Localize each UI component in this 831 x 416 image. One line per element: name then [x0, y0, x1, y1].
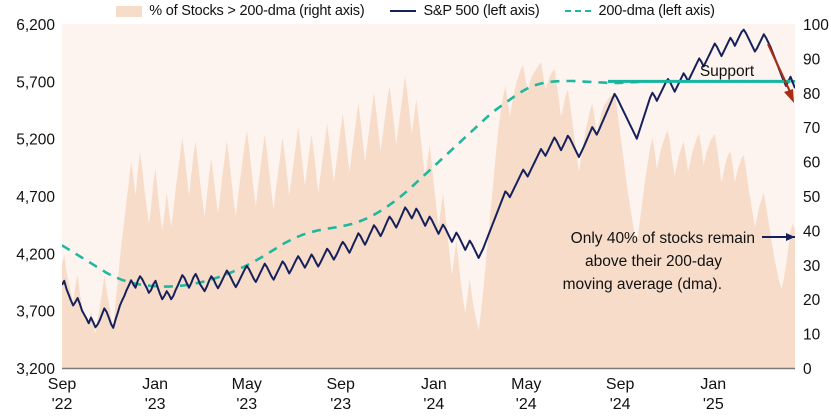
line-swatch-icon	[390, 10, 417, 12]
legend-item-200dma[interactable]: 200-dma (left axis)	[565, 3, 715, 19]
right-axis-ticks: 0 10 20 30 40 50 60 70 80 90 100	[803, 17, 829, 378]
left-axis-tick-label: 4,700	[16, 189, 55, 206]
right-axis-tick-label: 20	[803, 292, 821, 309]
x-axis-tick-year: '25	[703, 396, 724, 413]
right-axis-tick-label: 30	[803, 258, 821, 275]
x-axis-tick-year: '22	[52, 396, 73, 413]
legend-item-sp500[interactable]: S&P 500 (left axis)	[390, 3, 540, 19]
right-axis-tick-label: 50	[803, 189, 821, 206]
x-axis-ticks: Sep '22 Jan '23 May '23 Sep '23 Jan '24 May '24 Sep '…	[48, 376, 726, 413]
callout-line-3: moving average (dma).	[563, 276, 722, 293]
legend-item-pct-stocks[interactable]: % of Stocks > 200-dma (right axis)	[116, 3, 365, 19]
x-axis-tick-month: Sep	[326, 376, 355, 393]
area-series-pct-stocks	[62, 61, 795, 368]
x-axis-tick-year: '23	[145, 396, 166, 413]
right-axis-tick-label: 10	[803, 327, 821, 344]
x-axis-tick-year: '23	[236, 396, 257, 413]
left-axis-tick-label: 5,200	[16, 132, 55, 149]
right-axis-tick-label: 0	[803, 361, 812, 378]
x-axis-tick-month: Jan	[421, 376, 447, 393]
x-axis-tick-month: Jan	[142, 376, 168, 393]
left-axis-tick-label: 4,200	[16, 246, 55, 263]
x-axis-tick-month: Sep	[606, 376, 635, 393]
x-axis-tick-month: May	[511, 376, 541, 393]
x-axis-tick-year: '24	[610, 396, 631, 413]
right-axis-tick-label: 100	[803, 17, 829, 34]
callout-line-2: above their 200-day	[585, 253, 722, 270]
right-axis-tick-label: 70	[803, 120, 821, 137]
legend-label-pct-stocks: % of Stocks > 200-dma (right axis)	[149, 3, 365, 19]
callout-line-1: Only 40% of stocks remain	[571, 230, 755, 247]
right-axis-tick-label: 80	[803, 86, 821, 103]
left-axis-tick-label: 6,200	[16, 17, 55, 34]
chart-legend: % of Stocks > 200-dma (right axis) S&P 5…	[0, 0, 831, 22]
dashed-line-swatch-icon	[565, 10, 592, 12]
x-axis-tick-month: May	[232, 376, 262, 393]
line-series-200dma	[62, 79, 795, 288]
callout-arrow	[762, 233, 795, 241]
x-axis-tick-year: '23	[330, 396, 351, 413]
left-axis-tick-label: 3,200	[16, 361, 55, 378]
line-series-sp500	[62, 28, 795, 329]
x-axis-tick-month: Jan	[700, 376, 726, 393]
support-label: Support	[700, 63, 755, 80]
x-axis-tick-year: '24	[423, 396, 444, 413]
x-axis-tick-year: '24	[516, 396, 537, 413]
right-axis-tick-label: 90	[803, 51, 821, 68]
right-axis-tick-label: 40	[803, 223, 821, 240]
x-axis-tick-month: Sep	[48, 376, 77, 393]
left-axis-tick-label: 3,700	[16, 304, 55, 321]
right-axis-tick-label: 60	[803, 155, 821, 172]
left-axis-tick-label: 5,700	[16, 74, 55, 91]
decline-arrow	[767, 43, 794, 103]
legend-label-200dma: 200-dma (left axis)	[598, 3, 715, 19]
legend-label-sp500: S&P 500 (left axis)	[423, 3, 540, 19]
left-axis-ticks: 3,200 3,700 4,200 4,700 5,200 5,700 6,200	[16, 17, 55, 378]
area-swatch-icon	[116, 5, 143, 17]
